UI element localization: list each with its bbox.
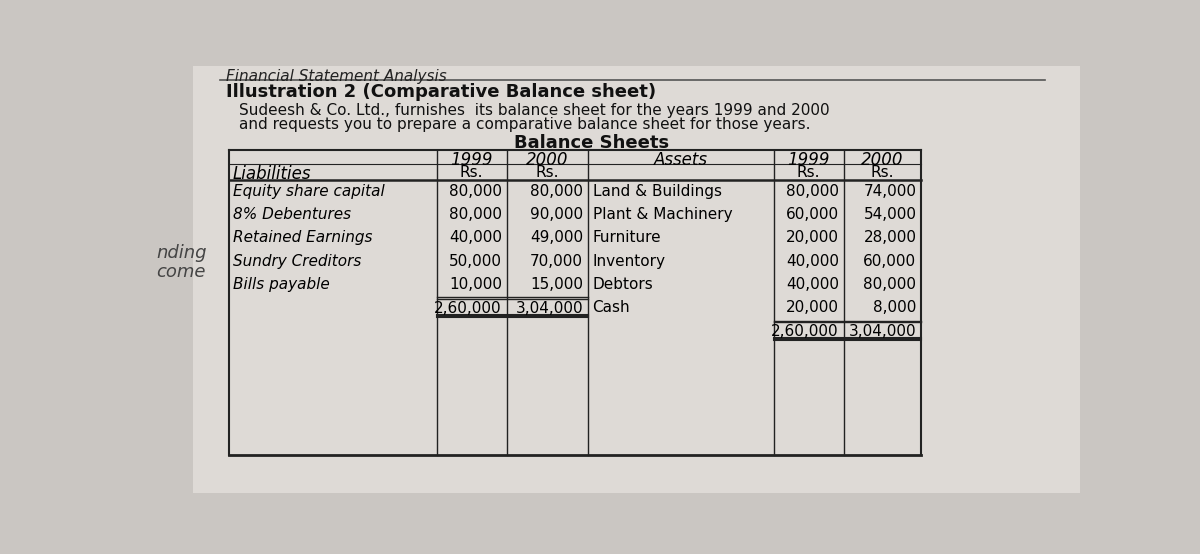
Text: 80,000: 80,000 bbox=[864, 276, 917, 292]
Text: 40,000: 40,000 bbox=[786, 254, 839, 269]
Text: 1999: 1999 bbox=[450, 151, 493, 169]
Text: 90,000: 90,000 bbox=[530, 207, 583, 222]
Text: Plant & Machinery: Plant & Machinery bbox=[593, 207, 732, 222]
Text: 74,000: 74,000 bbox=[864, 184, 917, 199]
Text: Liabilities: Liabilities bbox=[233, 165, 312, 183]
Text: 8,000: 8,000 bbox=[874, 300, 917, 315]
Text: 2000: 2000 bbox=[526, 151, 568, 169]
Text: 2,60,000: 2,60,000 bbox=[772, 325, 839, 340]
Text: Cash: Cash bbox=[593, 300, 630, 315]
Text: 40,000: 40,000 bbox=[449, 230, 502, 245]
Text: Assets: Assets bbox=[654, 151, 708, 169]
Text: come: come bbox=[156, 263, 205, 281]
Text: 28,000: 28,000 bbox=[864, 230, 917, 245]
Text: 3,04,000: 3,04,000 bbox=[516, 301, 583, 316]
Text: Sundry Creditors: Sundry Creditors bbox=[233, 254, 361, 269]
Text: 49,000: 49,000 bbox=[530, 230, 583, 245]
Text: Land & Buildings: Land & Buildings bbox=[593, 184, 721, 199]
Text: Illustration 2 (Comparative Balance sheet): Illustration 2 (Comparative Balance shee… bbox=[226, 84, 656, 101]
Text: 80,000: 80,000 bbox=[786, 184, 839, 199]
Text: 20,000: 20,000 bbox=[786, 300, 839, 315]
Text: 80,000: 80,000 bbox=[449, 207, 502, 222]
Text: and requests you to prepare a comparative balance sheet for those years.: and requests you to prepare a comparativ… bbox=[239, 117, 811, 132]
Text: 1999: 1999 bbox=[787, 151, 830, 169]
Text: 3,04,000: 3,04,000 bbox=[848, 325, 917, 340]
Text: 54,000: 54,000 bbox=[864, 207, 917, 222]
Text: Equity share capital: Equity share capital bbox=[233, 184, 385, 199]
Text: 70,000: 70,000 bbox=[530, 254, 583, 269]
Text: 2000: 2000 bbox=[862, 151, 904, 169]
Text: 15,000: 15,000 bbox=[530, 276, 583, 292]
Text: 80,000: 80,000 bbox=[530, 184, 583, 199]
Text: Financial Statement Analysis: Financial Statement Analysis bbox=[226, 69, 446, 84]
Text: Debtors: Debtors bbox=[593, 276, 653, 292]
Text: Sudeesh & Co. Ltd., furnishes  its balance sheet for the years 1999 and 2000: Sudeesh & Co. Ltd., furnishes its balanc… bbox=[239, 102, 829, 117]
Text: 40,000: 40,000 bbox=[786, 276, 839, 292]
Text: Inventory: Inventory bbox=[593, 254, 666, 269]
Text: 80,000: 80,000 bbox=[449, 184, 502, 199]
Text: Rs.: Rs. bbox=[797, 165, 821, 180]
Text: Balance Sheets: Balance Sheets bbox=[515, 134, 670, 152]
Text: Retained Earnings: Retained Earnings bbox=[233, 230, 372, 245]
Text: 20,000: 20,000 bbox=[786, 230, 839, 245]
Text: Rs.: Rs. bbox=[460, 165, 484, 180]
Text: 50,000: 50,000 bbox=[449, 254, 502, 269]
Bar bbox=[229, 150, 922, 455]
Text: 60,000: 60,000 bbox=[786, 207, 839, 222]
Text: 60,000: 60,000 bbox=[863, 254, 917, 269]
Text: Bills payable: Bills payable bbox=[233, 276, 330, 292]
Text: Furniture: Furniture bbox=[593, 230, 661, 245]
Text: 8% Debentures: 8% Debentures bbox=[233, 207, 352, 222]
Text: Rs.: Rs. bbox=[535, 165, 558, 180]
Text: nding: nding bbox=[156, 244, 206, 261]
Text: 2,60,000: 2,60,000 bbox=[434, 301, 502, 316]
Text: 10,000: 10,000 bbox=[449, 276, 502, 292]
Text: Rs.: Rs. bbox=[871, 165, 894, 180]
